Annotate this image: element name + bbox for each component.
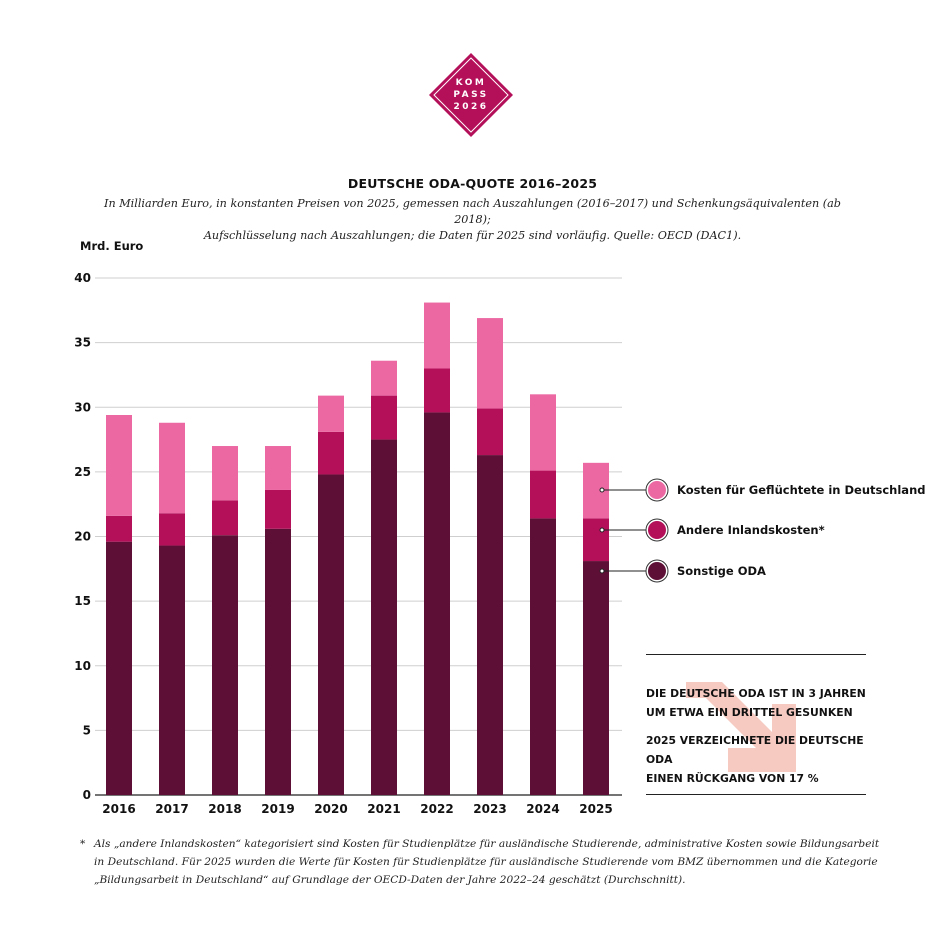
decline-arrow-icon [686, 682, 796, 772]
legend-swatch-ring [645, 518, 669, 542]
x-tick-label: 2022 [420, 802, 453, 816]
callout-line-3: 2025 VERZEICHNETE DIE DEUTSCHE ODA [646, 734, 864, 766]
bar-segment-sonstige-oda [371, 439, 397, 795]
x-tick-label: 2016 [102, 802, 135, 816]
legend-swatch-ring [645, 478, 669, 502]
bar-segment-gefluechtete [424, 302, 450, 369]
bar-segment-sonstige-oda [424, 412, 450, 795]
bar-segment-andere-inlandskosten [371, 395, 397, 440]
y-tick-label: 30 [74, 400, 91, 414]
callout-divider-top [646, 654, 866, 655]
y-tick-label: 5 [83, 723, 91, 737]
bar-segment-gefluechtete [106, 415, 132, 516]
bar-segment-andere-inlandskosten [265, 489, 291, 529]
y-tick-label: 10 [74, 659, 91, 673]
chart-subtitle: In Milliarden Euro, in konstanten Preise… [100, 196, 845, 244]
legend-swatch [648, 562, 666, 580]
bar-segment-gefluechtete [212, 446, 238, 501]
x-tick-label: 2017 [155, 802, 188, 816]
legend-connector-dot [599, 487, 605, 493]
x-tick-label: 2020 [314, 802, 347, 816]
y-tick-label: 15 [74, 594, 91, 608]
bar-segment-sonstige-oda [318, 474, 344, 795]
bar-segment-gefluechtete [159, 422, 185, 514]
y-tick-label: 40 [74, 271, 91, 285]
bar-segment-sonstige-oda [583, 561, 609, 795]
x-tick-label: 2018 [208, 802, 241, 816]
footnote-text: Als „andere Inlandskosten“ kategorisiert… [94, 838, 880, 886]
legend-connector-dot [599, 568, 605, 574]
callout-line-2: UM ETWA EIN DRITTEL GESUNKEN [646, 706, 853, 719]
bar-segment-andere-inlandskosten [583, 518, 609, 562]
legend-label: Sonstige ODA [677, 564, 766, 578]
bar-segment-andere-inlandskosten [477, 408, 503, 456]
y-tick-label: 25 [74, 465, 91, 479]
y-axis-label: Mrd. Euro [80, 239, 144, 253]
legend-connector-dot [599, 527, 605, 533]
bar-segment-andere-inlandskosten [106, 515, 132, 542]
bar-segment-gefluechtete [530, 394, 556, 471]
callout-text: DIE DEUTSCHE ODA IST IN 3 JAHREN UM ETWA… [646, 684, 866, 788]
bar-segment-gefluechtete [318, 395, 344, 432]
logo-line-3: 2026 [453, 102, 488, 112]
bar-segment-gefluechtete [477, 318, 503, 409]
y-tick-label: 35 [74, 336, 91, 350]
legend-label: Kosten für Geflüchtete in Deutschland [677, 483, 926, 497]
bar-segment-andere-inlandskosten [159, 513, 185, 546]
bar-segment-gefluechtete [371, 360, 397, 396]
bar-segment-sonstige-oda [530, 518, 556, 795]
bar-segment-sonstige-oda [265, 528, 291, 795]
bar-segment-gefluechtete [265, 446, 291, 490]
logo-line-2: PASS [453, 90, 488, 100]
callout-divider-bottom [646, 794, 866, 795]
legend-label: Andere Inlandskosten* [677, 523, 825, 537]
footnote: * Als „andere Inlandskosten“ kategorisie… [80, 835, 880, 889]
x-tick-label: 2019 [261, 802, 294, 816]
bar-segment-gefluechtete [583, 462, 609, 519]
legend-swatch-ring [645, 559, 669, 583]
bar-segment-sonstige-oda [106, 541, 132, 795]
chart-title: DEUTSCHE ODA-QUOTE 2016–2025 [347, 176, 598, 191]
bar-segment-andere-inlandskosten [318, 431, 344, 475]
bar-segment-andere-inlandskosten [530, 470, 556, 519]
x-tick-label: 2024 [526, 802, 559, 816]
x-tick-label: 2021 [367, 802, 400, 816]
footnote-marker: * [80, 838, 86, 850]
bar-segment-andere-inlandskosten [212, 500, 238, 536]
logo-line-1: KOM [456, 78, 487, 88]
bar-segment-sonstige-oda [212, 535, 238, 795]
subtitle-line-1: In Milliarden Euro, in konstanten Preise… [104, 197, 841, 226]
bar-segment-andere-inlandskosten [424, 368, 450, 413]
bar-segment-sonstige-oda [477, 455, 503, 795]
x-tick-label: 2025 [579, 802, 612, 816]
kompass-logo: KOM PASS 2026 [429, 53, 513, 137]
y-tick-label: 0 [83, 788, 91, 802]
callout-line-1: DIE DEUTSCHE ODA IST IN 3 JAHREN [646, 687, 866, 700]
callout-line-4: EINEN RÜCKGANG VON 17 % [646, 772, 819, 785]
x-tick-label: 2023 [473, 802, 506, 816]
bar-segment-sonstige-oda [159, 545, 185, 795]
subtitle-line-2: Aufschlüsselung nach Auszahlungen; die D… [203, 229, 742, 242]
y-tick-label: 20 [74, 530, 91, 544]
legend-swatch [648, 521, 666, 539]
legend-swatch [648, 481, 666, 499]
